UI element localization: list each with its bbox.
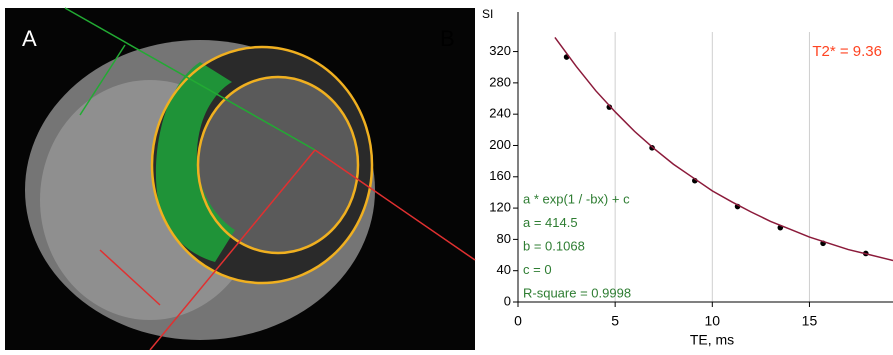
- mri-panel: A: [5, 8, 475, 350]
- y-tick-label: 40: [497, 262, 511, 277]
- plot-area: [518, 32, 893, 302]
- y-axis-label: SI: [482, 7, 493, 21]
- y-tick-label: 160: [489, 168, 511, 183]
- figure: A B 0 5 10 15 0 40 80 120 160 200 240 280 320 SI TE, m…: [0, 0, 893, 350]
- y-tick-label: 80: [497, 231, 511, 246]
- x-tick-label: 0: [514, 313, 522, 329]
- page: A B 0 5 10 15 0 40 80 120 160 200 240 280 320 SI TE, m…: [0, 0, 893, 350]
- fit-text: R-square = 0.9998: [523, 285, 631, 300]
- y-tick-label: 280: [489, 74, 511, 89]
- y-tick-label: 120: [489, 200, 511, 215]
- y-tick-label: 320: [489, 43, 511, 58]
- panel-label: A: [22, 26, 37, 51]
- x-tick-label: 5: [611, 313, 619, 329]
- x-tick-label: 10: [705, 313, 721, 329]
- fit-text: b = 0.1068: [523, 238, 585, 253]
- panel-label: B: [440, 26, 455, 51]
- fit-text: c = 0: [523, 262, 552, 277]
- x-axis-label: TE, ms: [690, 332, 734, 348]
- annotation: T2* = 9.36: [812, 43, 882, 60]
- fit-text: a = 414.5: [523, 215, 578, 230]
- y-tick-label: 0: [504, 293, 511, 308]
- y-tick-label: 200: [489, 137, 511, 152]
- fit-text: a * exp(1 / -bx) + c: [523, 191, 630, 206]
- x-tick-label: 15: [802, 313, 818, 329]
- y-tick-label: 240: [489, 106, 511, 121]
